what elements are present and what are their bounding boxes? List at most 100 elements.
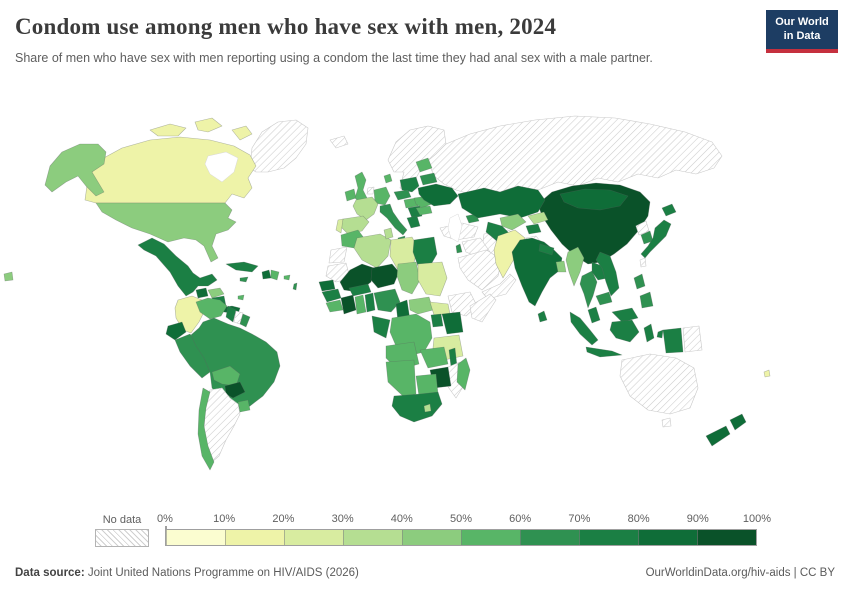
country-puerto-rico[interactable] xyxy=(283,274,291,281)
country-canada[interactable] xyxy=(84,136,257,204)
legend-bin-70-80%[interactable] xyxy=(579,530,638,545)
country-saudi-arabia[interactable] xyxy=(457,249,503,291)
country-north-korea[interactable] xyxy=(635,220,650,236)
country-honduras[interactable] xyxy=(207,287,225,299)
country-pakistan[interactable] xyxy=(493,229,526,279)
world-map-svg[interactable] xyxy=(0,100,850,510)
country-canada-arctic-3[interactable] xyxy=(231,125,253,141)
country-iceland[interactable] xyxy=(329,135,349,149)
country-sierra-leone-liberia[interactable] xyxy=(325,299,344,313)
country-mongolia[interactable] xyxy=(559,188,629,211)
country-australia[interactable] xyxy=(619,353,699,415)
country-gabon-congo[interactable] xyxy=(371,315,391,339)
country-kalimantan[interactable] xyxy=(609,319,640,343)
country-south-sudan[interactable] xyxy=(429,301,451,316)
country-canada-arctic-1[interactable] xyxy=(149,123,187,137)
country-central-african-republic[interactable] xyxy=(408,296,434,315)
country-french-guiana[interactable] xyxy=(239,313,251,328)
country-netherlands[interactable] xyxy=(366,186,375,195)
country-bangladesh[interactable] xyxy=(555,260,567,273)
country-tasmania[interactable] xyxy=(661,417,672,428)
country-papua-new-guinea[interactable] xyxy=(682,325,703,353)
country-poland[interactable] xyxy=(399,176,420,193)
country-sulawesi[interactable] xyxy=(643,323,655,343)
legend-bin-50-60%[interactable] xyxy=(461,530,520,545)
legend-no-data[interactable]: No data xyxy=(95,513,149,547)
country-uzbekistan[interactable] xyxy=(499,213,527,231)
country-algeria[interactable] xyxy=(353,233,392,269)
no-data-swatch[interactable] xyxy=(95,529,149,547)
country-alaska[interactable] xyxy=(44,143,107,197)
country-hokkaido[interactable] xyxy=(661,203,677,217)
country-chile[interactable] xyxy=(197,387,215,471)
country-zambia[interactable] xyxy=(419,346,449,369)
country-russia[interactable] xyxy=(427,115,723,195)
country-cambodia[interactable] xyxy=(595,291,613,306)
country-denmark[interactable] xyxy=(383,173,393,184)
country-namibia[interactable] xyxy=(385,359,417,398)
country-lesotho[interactable] xyxy=(423,403,432,413)
country-cuba[interactable] xyxy=(225,261,259,273)
country-guyana[interactable] xyxy=(225,305,237,323)
country-canada-arctic-2[interactable] xyxy=(194,117,223,133)
country-trinidad[interactable] xyxy=(237,294,245,301)
country-java[interactable] xyxy=(585,346,623,358)
country-guinea[interactable] xyxy=(321,288,342,303)
country-new-zealand-south[interactable] xyxy=(705,425,731,447)
country-thailand[interactable] xyxy=(579,270,598,309)
country-kazakhstan[interactable] xyxy=(457,185,546,219)
legend-bin-80-90%[interactable] xyxy=(638,530,697,545)
country-burkina-faso[interactable] xyxy=(348,283,372,297)
country-somalia[interactable] xyxy=(469,293,497,323)
country-south-africa[interactable] xyxy=(391,391,443,423)
country-bulgaria[interactable] xyxy=(415,205,433,216)
country-vietnam[interactable] xyxy=(595,251,620,297)
country-sumatra[interactable] xyxy=(569,311,599,346)
country-philippines-mindanao[interactable] xyxy=(639,291,654,309)
legend-bin-20-30%[interactable] xyxy=(284,530,343,545)
country-papua-indonesia[interactable] xyxy=(662,327,684,354)
country-moluccas[interactable] xyxy=(656,329,664,339)
country-uruguay[interactable] xyxy=(237,399,251,413)
country-kyrgyzstan[interactable] xyxy=(527,211,549,225)
country-haiti[interactable] xyxy=(261,269,272,280)
country-scandinavia[interactable] xyxy=(387,125,447,193)
country-japan[interactable] xyxy=(640,219,672,259)
legend-bin-0-10%[interactable] xyxy=(166,530,225,545)
footer-link[interactable]: OurWorldinData.org/hiv-aids | CC BY xyxy=(645,567,835,579)
country-czech-austria[interactable] xyxy=(393,189,412,201)
country-hungary-croatia[interactable] xyxy=(403,197,419,209)
country-brazil[interactable] xyxy=(190,317,281,413)
world-map[interactable] xyxy=(0,100,850,510)
legend-color-bar[interactable] xyxy=(165,526,757,546)
country-tunisia[interactable] xyxy=(383,227,394,240)
country-togo-benin[interactable] xyxy=(364,292,376,313)
country-guatemala[interactable] xyxy=(195,287,209,299)
country-kenya[interactable] xyxy=(441,311,464,335)
country-nigeria[interactable] xyxy=(373,288,401,313)
legend-bin-40-50%[interactable] xyxy=(402,530,461,545)
country-sri-lanka[interactable] xyxy=(537,310,548,323)
country-sudan[interactable] xyxy=(417,261,448,297)
country-mexico[interactable] xyxy=(137,237,218,297)
country-madagascar[interactable] xyxy=(456,357,471,391)
country-myanmar[interactable] xyxy=(565,246,585,287)
country-israel-lebanon[interactable] xyxy=(455,243,463,254)
country-dominican-republic[interactable] xyxy=(270,269,280,281)
country-greece[interactable] xyxy=(406,215,421,229)
country-nepal[interactable] xyxy=(538,243,555,256)
country-pacific-island[interactable] xyxy=(3,271,14,282)
country-lesser-antilles[interactable] xyxy=(292,282,298,291)
legend-bin-60-70%[interactable] xyxy=(520,530,579,545)
country-taiwan[interactable] xyxy=(639,257,647,268)
country-ireland[interactable] xyxy=(344,188,357,202)
country-chad[interactable] xyxy=(396,261,421,295)
country-cote-divoire[interactable] xyxy=(340,294,357,315)
country-italy[interactable] xyxy=(379,203,408,236)
country-niger[interactable] xyxy=(370,263,400,289)
country-senegal-gambia[interactable] xyxy=(318,279,336,292)
country-fiji[interactable] xyxy=(763,369,771,378)
country-united-states[interactable] xyxy=(95,202,237,263)
country-philippines-luzon[interactable] xyxy=(633,273,646,290)
country-france[interactable] xyxy=(352,196,379,221)
